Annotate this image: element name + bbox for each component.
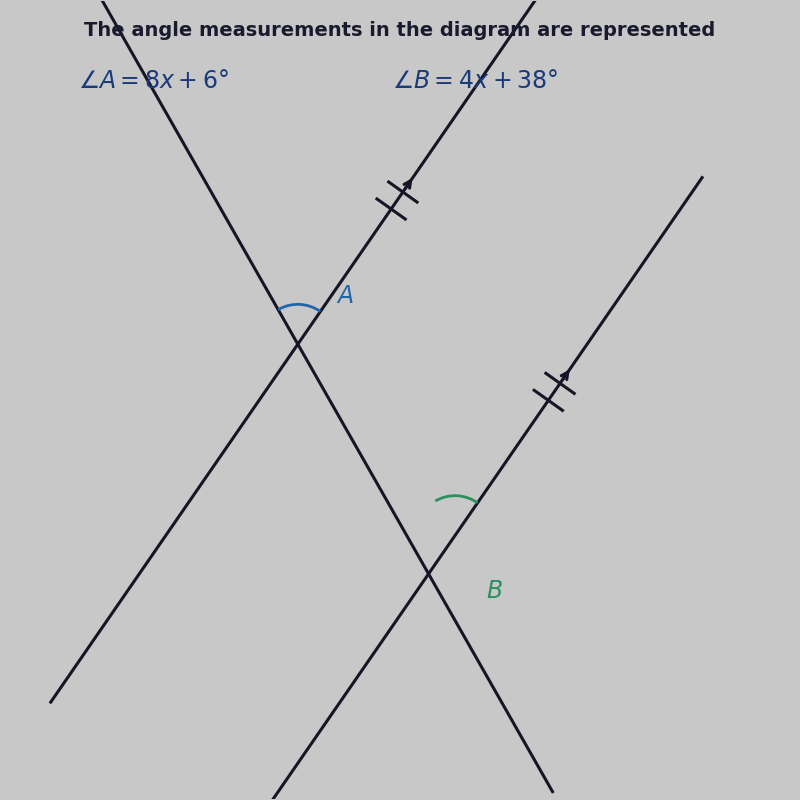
Text: The angle measurements in the diagram are represented: The angle measurements in the diagram ar…: [84, 22, 716, 40]
Text: A: A: [337, 284, 353, 308]
Text: $\angle A = 8x + 6°$: $\angle A = 8x + 6°$: [78, 69, 229, 93]
Text: $\angle B = 4x + 38°$: $\angle B = 4x + 38°$: [392, 69, 558, 93]
Text: B: B: [486, 579, 502, 603]
